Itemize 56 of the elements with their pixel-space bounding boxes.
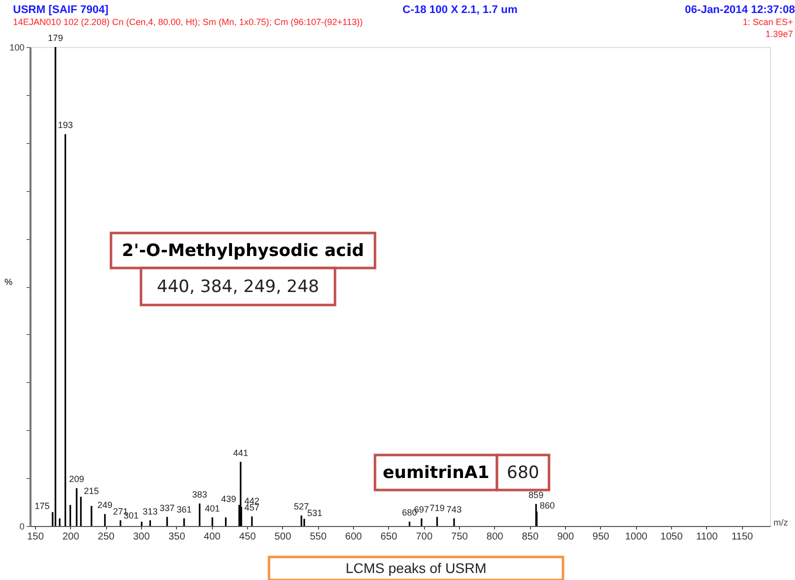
annotation: 860 [540, 500, 555, 511]
text: 1: Scan ES+ [742, 17, 793, 27]
text: 1.39e7 [765, 29, 793, 39]
x-tick-label: 800 [486, 532, 504, 542]
x-tick-label: 1050 [660, 532, 684, 542]
x-axis-title: m/z [774, 518, 788, 528]
annotation: 175 [34, 501, 50, 512]
x-tick-label: 850 [522, 532, 539, 542]
annotation: 531 [307, 508, 322, 518]
x-tick-label: 150 [27, 532, 44, 542]
x-tick-label: 450 [239, 532, 256, 542]
annotation: 719 [430, 502, 445, 513]
annotation: 401 [204, 503, 220, 514]
x-tick-label: 200 [62, 532, 80, 542]
annotation: 859 [528, 490, 544, 500]
x-tick-label: 700 [416, 532, 433, 542]
text: 06-Jan-2014 12:37:08 [684, 4, 795, 16]
x-tick-label: 650 [380, 532, 398, 542]
annotation: 313 [142, 506, 158, 516]
y-tick-label: 100 [9, 42, 24, 52]
x-tick-label: 900 [557, 532, 574, 542]
annotation: 249 [97, 500, 112, 510]
x-tick-label: 550 [310, 532, 327, 542]
x-tick-label: 1000 [625, 532, 648, 542]
x-tick-label: 950 [592, 532, 610, 542]
annotation: 215 [84, 486, 99, 496]
x-tick-label: 300 [133, 532, 150, 542]
text: C-18 100 X 2.1, 1.7 um [402, 4, 518, 16]
annotation: 439 [221, 494, 236, 504]
annotation: 527 [294, 501, 309, 512]
text: LCMS peaks of USRM [346, 560, 486, 576]
x-tick-label: 400 [204, 532, 221, 542]
annotation: 697 [414, 504, 430, 514]
annotation: eumitrinA1 [382, 463, 490, 483]
x-tick-label: 1100 [696, 532, 718, 542]
annotation: 440, 384, 249, 248 [156, 277, 320, 297]
y-axis-title: % [4, 277, 13, 287]
chart-title: USRM [SAIF 7904] [13, 4, 109, 16]
x-tick-label: 1150 [731, 532, 754, 542]
annotation: 441 [233, 448, 248, 458]
x-tick-label: 500 [274, 532, 292, 542]
x-tick-label: 250 [98, 532, 115, 542]
y-tick-label: 0 [19, 522, 24, 532]
chart-subtitle: 14EJAN010 102 (2.208) Cn (Cen,4, 80.00, Ht); Sm (Mn, 1x0.75); Cm (96:107-(92+113)) [13, 17, 363, 27]
annotation: 361 [176, 504, 192, 514]
annotation: 179 [48, 33, 63, 43]
annotation: 209 [69, 474, 84, 484]
annotation: 680 [506, 463, 540, 483]
x-tick-label: 350 [168, 532, 186, 542]
annotation: 193 [58, 120, 73, 130]
annotation: 383 [192, 489, 208, 500]
annotation: 337 [160, 502, 175, 513]
x-tick-label: 750 [451, 532, 468, 542]
x-tick-label: 600 [345, 532, 362, 542]
annotation: 2'-O-Methylphysodic acid [122, 241, 364, 261]
annotation: 743 [446, 504, 462, 514]
